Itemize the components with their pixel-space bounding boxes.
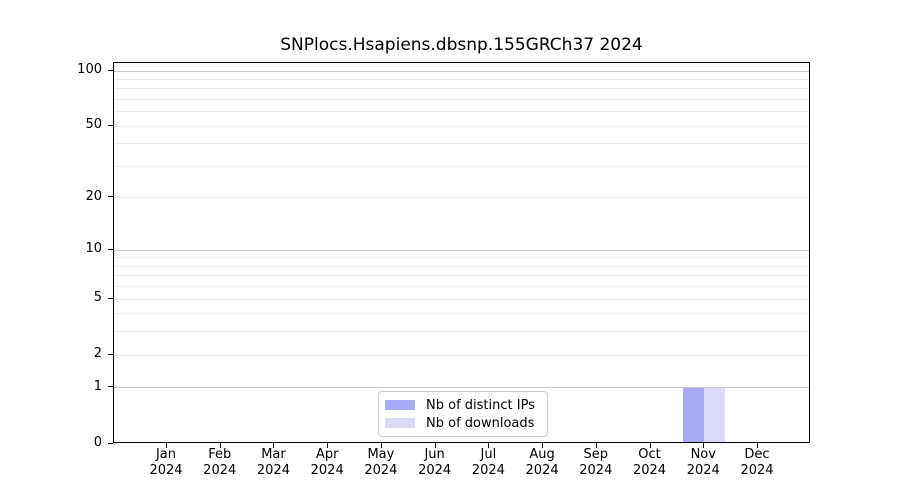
y-tick-label: 10: [85, 241, 102, 257]
y-tick-mark: [108, 196, 113, 198]
major-gridline: [114, 70, 809, 72]
x-tick-mark: [595, 443, 597, 448]
minor-gridline: [114, 313, 809, 315]
minor-gridline: [114, 298, 809, 300]
y-tick-label: 0: [93, 435, 102, 450]
y-tick-mark: [108, 442, 113, 444]
minor-gridline: [114, 197, 809, 199]
y-tick-mark: [108, 386, 113, 388]
minor-gridline: [114, 354, 809, 356]
x-tick-label: Nov 2024: [686, 447, 720, 478]
legend: Nb of distinct IPs Nb of downloads: [378, 391, 548, 437]
y-tick-label: 50: [85, 117, 102, 133]
x-tick-mark: [649, 443, 651, 448]
x-tick-label: Oct 2024: [632, 447, 667, 478]
x-tick-mark: [327, 443, 329, 448]
legend-label-downloads: Nb of downloads: [426, 415, 535, 431]
minor-gridline: [114, 331, 809, 333]
minor-gridline: [114, 111, 809, 113]
distinct-ips-swatch-icon: [385, 400, 415, 410]
x-tick-mark: [434, 443, 436, 448]
x-tick-label: Aug 2024: [525, 447, 559, 478]
y-tick-mark: [108, 69, 113, 71]
x-tick-label: Jun 2024: [418, 447, 452, 478]
minor-gridline: [114, 78, 809, 80]
bar-nb-of-downloads: [704, 387, 726, 442]
minor-gridline: [114, 125, 809, 127]
y-tick-label: 20: [85, 188, 102, 204]
legend-item-downloads: Nb of downloads: [385, 415, 539, 431]
minor-gridline: [114, 98, 809, 100]
x-tick-label: Feb 2024: [203, 447, 237, 478]
y-tick-label: 1: [93, 378, 102, 394]
y-tick-label: 2: [93, 346, 102, 362]
chart-title: SNPlocs.Hsapiens.dbsnp.155GRCh37 2024: [280, 35, 643, 55]
y-tick-label: 5: [93, 290, 102, 306]
x-tick-label: Jan 2024: [149, 447, 183, 478]
x-tick-label: Jul 2024: [471, 447, 505, 478]
minor-gridline: [114, 143, 809, 145]
legend-item-distinct-ips: Nb of distinct IPs: [385, 397, 539, 413]
minor-gridline: [114, 165, 809, 167]
minor-gridline: [114, 265, 809, 267]
x-tick-mark: [219, 443, 221, 448]
major-gridline: [114, 249, 809, 251]
x-tick-mark: [542, 443, 544, 448]
x-tick-mark: [488, 443, 490, 448]
x-tick-mark: [703, 443, 705, 448]
x-tick-label: Dec 2024: [740, 447, 774, 478]
downloads-swatch-icon: [385, 418, 415, 428]
x-tick-mark: [380, 443, 382, 448]
minor-gridline: [114, 88, 809, 90]
x-tick-label: Sep 2024: [579, 447, 613, 478]
minor-gridline: [114, 275, 809, 277]
x-tick-mark: [757, 443, 758, 448]
x-tick-mark: [166, 443, 167, 448]
x-tick-mark: [273, 443, 275, 448]
minor-gridline: [114, 257, 809, 259]
minor-gridline: [114, 286, 809, 288]
major-gridline: [114, 387, 809, 389]
y-tick-mark: [108, 124, 113, 126]
x-tick-label: May 2024: [364, 447, 398, 478]
x-tick-label: Mar 2024: [256, 447, 290, 478]
bar-nb-of-distinct-ips: [683, 387, 705, 442]
y-tick-label: 100: [77, 62, 102, 77]
y-tick-mark: [108, 353, 113, 355]
y-tick-mark: [108, 248, 113, 250]
x-tick-label: Apr 2024: [310, 447, 344, 478]
plot-area: [113, 62, 810, 443]
legend-label-distinct-ips: Nb of distinct IPs: [426, 397, 535, 413]
y-tick-mark: [108, 297, 113, 299]
